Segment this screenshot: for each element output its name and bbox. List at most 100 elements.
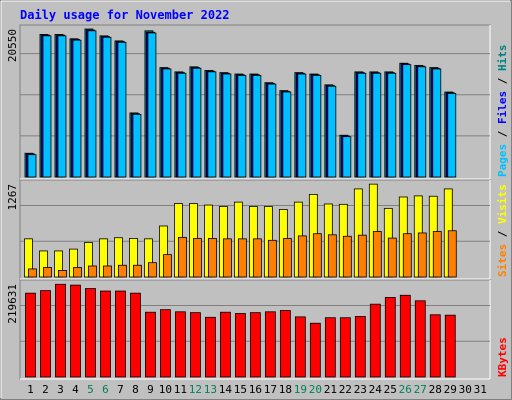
bar-pages-day-4 (72, 39, 82, 178)
bar-kbytes-day-6 (100, 290, 111, 378)
x-tick-label-15: 15 (234, 383, 247, 396)
bar-sites-day-19 (297, 235, 307, 278)
x-tick-label-8: 8 (132, 383, 139, 396)
x-tick-label-11: 11 (174, 383, 187, 396)
chart-title: Daily usage for November 2022 (20, 8, 230, 22)
bar-pages-day-11 (177, 72, 187, 178)
x-tick-label-3: 3 (57, 383, 64, 396)
bar-sites-day-23 (357, 234, 367, 278)
bar-pages-day-6 (102, 36, 112, 178)
x-tick-label-12: 12 (189, 383, 202, 396)
bar-sites-day-21 (327, 234, 337, 278)
legend-visits-sites: Sites / Visits (496, 184, 509, 277)
bar-pages-day-3 (57, 35, 67, 178)
bar-sites-day-4 (73, 267, 82, 278)
bar-sites-day-20 (312, 233, 322, 278)
bar-pages-day-18 (282, 91, 292, 178)
x-tick-label-2: 2 (42, 383, 49, 396)
bar-kbytes-day-23 (354, 316, 366, 378)
bar-sites-day-27 (417, 232, 427, 278)
bar-kbytes-day-12 (190, 312, 201, 378)
legend-kbytes: KBytes (496, 337, 509, 377)
bar-sites-day-12 (193, 238, 202, 278)
bar-kbytes-day-8 (130, 292, 141, 378)
bar-pages-day-17 (267, 83, 277, 178)
bar-pages-day-5 (87, 30, 97, 178)
bar-kbytes-day-1 (25, 292, 36, 378)
x-tick-label-14: 14 (219, 383, 233, 396)
legend-segment: KBytes (496, 337, 509, 377)
x-tick-label-28: 28 (429, 383, 442, 396)
x-tick-label-29: 29 (444, 383, 457, 396)
bar-sites-day-1 (28, 268, 37, 278)
bar-sites-day-14 (222, 238, 232, 278)
bar-kbytes-day-14 (219, 311, 231, 378)
legend-segment: Files (496, 91, 509, 124)
x-tick-label-27: 27 (414, 383, 427, 396)
x-tick-label-22: 22 (339, 383, 352, 396)
x-tick-label-30: 30 (459, 383, 472, 396)
x-tick-label-1: 1 (27, 383, 34, 396)
bar-sites-day-2 (43, 267, 52, 278)
bar-kbytes-day-9 (145, 311, 156, 378)
bar-pages-day-29 (447, 93, 457, 178)
bar-kbytes-day-2 (40, 290, 51, 378)
bar-pages-day-13 (207, 71, 217, 178)
bar-pages-day-19 (297, 73, 307, 178)
bar-sites-day-18 (282, 238, 292, 278)
bar-kbytes-day-24 (369, 303, 381, 378)
bar-pages-day-21 (327, 85, 337, 178)
bar-sites-day-25 (387, 237, 397, 278)
bar-sites-day-22 (342, 235, 352, 278)
x-tick-label-26: 26 (399, 383, 412, 396)
bar-kbytes-day-16 (249, 312, 261, 378)
x-tick-label-18: 18 (279, 383, 292, 396)
bar-pages-day-27 (417, 66, 427, 178)
bar-sites-day-9 (148, 262, 157, 278)
bar-kbytes-day-5 (85, 288, 96, 378)
bar-kbytes-day-19 (294, 316, 306, 378)
x-tick-label-24: 24 (369, 383, 383, 396)
bar-pages-day-23 (357, 72, 367, 178)
x-tick-label-6: 6 (102, 383, 109, 396)
bar-kbytes-day-18 (279, 310, 291, 378)
legend-hits-files-pages: Pages / Files / Hits (496, 45, 509, 178)
legend-segment: Sites (496, 244, 509, 277)
legend-segment: / (496, 224, 509, 244)
x-tick-label-9: 9 (147, 383, 154, 396)
bar-sites-day-5 (88, 265, 97, 278)
bar-sites-day-16 (252, 238, 262, 278)
bar-pages-day-25 (387, 72, 397, 178)
bar-pages-day-20 (312, 75, 322, 178)
bar-kbytes-day-25 (384, 296, 396, 378)
bar-kbytes-day-27 (414, 300, 426, 378)
x-tick-label-20: 20 (309, 383, 322, 396)
bar-pages-day-7 (117, 41, 127, 178)
bar-kbytes-day-13 (204, 316, 216, 378)
bar-sites-day-26 (402, 233, 412, 278)
bar-pages-day-14 (222, 73, 232, 178)
x-tick-label-4: 4 (72, 383, 79, 396)
bar-pages-day-26 (402, 64, 412, 178)
x-tick-label-21: 21 (324, 383, 337, 396)
x-tick-label-25: 25 (384, 383, 397, 396)
bar-pages-day-16 (252, 75, 262, 178)
x-tick-label-10: 10 (159, 383, 172, 396)
bar-sites-day-7 (118, 264, 127, 278)
x-tick-label-16: 16 (249, 383, 262, 396)
bar-pages-day-12 (192, 67, 202, 178)
x-tick-label-23: 23 (354, 383, 367, 396)
bar-kbytes-day-17 (264, 311, 276, 378)
legend-segment: Pages (496, 144, 509, 177)
bar-pages-day-1 (27, 154, 37, 178)
legend-segment: Hits (496, 45, 509, 72)
x-tick-label-17: 17 (264, 383, 277, 396)
bar-kbytes-day-4 (70, 284, 81, 378)
bar-sites-day-28 (432, 231, 442, 278)
bar-sites-day-17 (267, 239, 277, 278)
bar-kbytes-day-11 (175, 311, 186, 378)
bar-kbytes-day-22 (339, 317, 351, 378)
x-tick-label-31: 31 (474, 383, 487, 396)
bar-pages-day-9 (147, 32, 157, 178)
